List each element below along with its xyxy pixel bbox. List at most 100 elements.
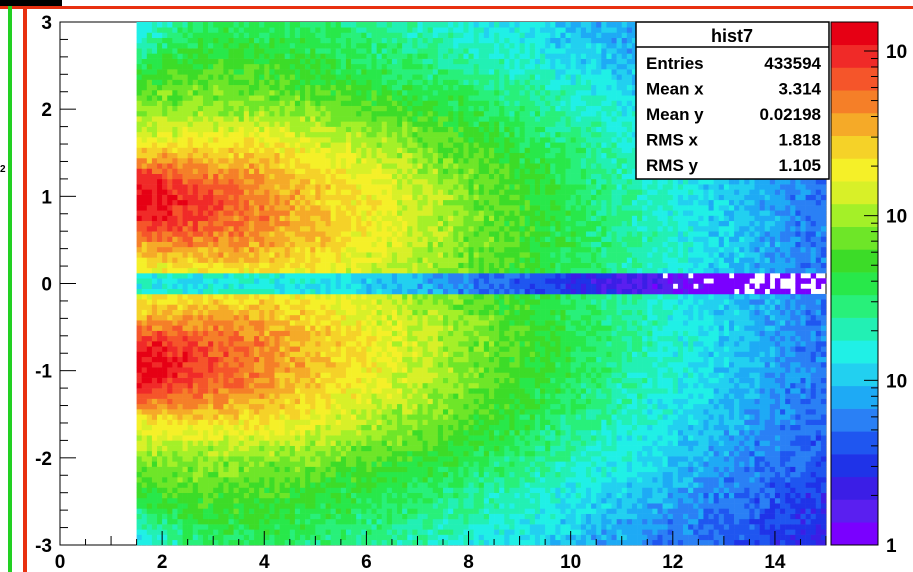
- heatmap-cell: [197, 246, 204, 253]
- heatmap-cell: [386, 524, 393, 530]
- heatmap-cell: [279, 429, 285, 436]
- heatmap-cell: [146, 477, 153, 483]
- heatmap-cell: [243, 346, 250, 352]
- heatmap-cell: [187, 84, 194, 91]
- heatmap-cell: [177, 110, 183, 117]
- heatmap-cell: [330, 74, 337, 80]
- heatmap-cell: [248, 199, 255, 206]
- heatmap-cell: [151, 314, 158, 321]
- heatmap-cell: [187, 356, 194, 363]
- heatmap-cell: [177, 157, 183, 164]
- heatmap-cell: [381, 32, 388, 38]
- heatmap-cell: [228, 314, 234, 321]
- heatmap-cell: [340, 178, 347, 185]
- heatmap-cell: [381, 335, 388, 342]
- heatmap-cell: [340, 220, 347, 227]
- heatmap-cell: [320, 89, 326, 96]
- heatmap-cell: [330, 492, 337, 499]
- heatmap-cell: [376, 42, 383, 49]
- heatmap-cell: [208, 231, 214, 237]
- heatmap-cell: [274, 377, 280, 384]
- heatmap-cell: [340, 330, 347, 337]
- heatmap-cell: [157, 518, 163, 525]
- heatmap-cell: [330, 220, 337, 227]
- heatmap-cell: [284, 497, 291, 504]
- heatmap-cell: [248, 477, 255, 483]
- heatmap-cell: [233, 210, 240, 216]
- heatmap-cell: [172, 84, 178, 91]
- heatmap-cell: [218, 27, 224, 33]
- heatmap-cell: [356, 330, 362, 337]
- heatmap-cell: [264, 409, 270, 415]
- heatmap-cell: [136, 471, 143, 478]
- heatmap-cell: [223, 110, 229, 117]
- heatmap-cell: [233, 126, 240, 133]
- heatmap-cell: [202, 524, 209, 530]
- heatmap-cell: [325, 184, 331, 190]
- heatmap-cell: [269, 37, 275, 44]
- heatmap-cell: [208, 184, 214, 190]
- heatmap-cell: [284, 131, 291, 138]
- heatmap-cell: [238, 466, 245, 473]
- heatmap-cell: [259, 69, 265, 75]
- heatmap-cell: [269, 341, 275, 347]
- heatmap-cell: [371, 267, 377, 274]
- heatmap-cell: [279, 42, 285, 49]
- heatmap-cell: [335, 142, 342, 148]
- heatmap-cell: [376, 89, 383, 96]
- heatmap-cell: [274, 147, 280, 154]
- heatmap-cell: [162, 450, 168, 457]
- heatmap-cell: [243, 314, 250, 321]
- heatmap-cell: [340, 236, 347, 242]
- heatmap-cell: [172, 403, 178, 410]
- heatmap-cell: [172, 69, 178, 75]
- heatmap-cell: [294, 445, 301, 452]
- heatmap-cell: [294, 482, 301, 488]
- heatmap-cell: [371, 529, 377, 535]
- heatmap-cell: [305, 178, 311, 185]
- heatmap-cell: [279, 48, 285, 54]
- heatmap-cell: [213, 100, 219, 106]
- heatmap-cell: [192, 246, 199, 253]
- heatmap-cell: [361, 335, 367, 342]
- heatmap-cell: [259, 89, 265, 96]
- heatmap-cell: [356, 409, 362, 415]
- heatmap-cell: [300, 142, 306, 148]
- heatmap-cell: [213, 293, 219, 300]
- heatmap-cell: [213, 393, 219, 399]
- heatmap-cell: [197, 189, 204, 195]
- heatmap-cell: [228, 445, 234, 452]
- heatmap-cell: [345, 293, 352, 300]
- heatmap-cell: [361, 471, 367, 478]
- heatmap-cell: [192, 69, 199, 75]
- heatmap-cell: [228, 220, 234, 227]
- heatmap-cell: [320, 466, 326, 473]
- heatmap-cell: [157, 241, 163, 248]
- heatmap-cell: [208, 503, 214, 509]
- heatmap-cell: [335, 131, 342, 138]
- heatmap-cell: [162, 157, 168, 164]
- heatmap-cell: [233, 388, 240, 394]
- heatmap-cell: [386, 278, 393, 284]
- heatmap-cell: [305, 456, 311, 462]
- heatmap-cell: [167, 157, 173, 164]
- heatmap-cell: [157, 163, 163, 169]
- heatmap-cell: [192, 63, 199, 70]
- heatmap-cell: [146, 393, 153, 399]
- heatmap-cell: [381, 116, 388, 122]
- heatmap-cell: [274, 320, 280, 326]
- heatmap-cell: [315, 382, 321, 389]
- heatmap-cell: [274, 409, 280, 415]
- heatmap-cell: [386, 168, 393, 174]
- heatmap-cell: [300, 466, 306, 473]
- heatmap-cell: [345, 252, 352, 258]
- heatmap-cell: [269, 63, 275, 70]
- heatmap-cell: [310, 152, 316, 159]
- heatmap-cell: [167, 205, 173, 211]
- heatmap-cell: [136, 304, 143, 310]
- heatmap-cell: [340, 131, 347, 138]
- heatmap-cell: [356, 74, 362, 80]
- heatmap-cell: [289, 121, 296, 127]
- heatmap-cell: [248, 79, 255, 86]
- heatmap-cell: [254, 513, 260, 520]
